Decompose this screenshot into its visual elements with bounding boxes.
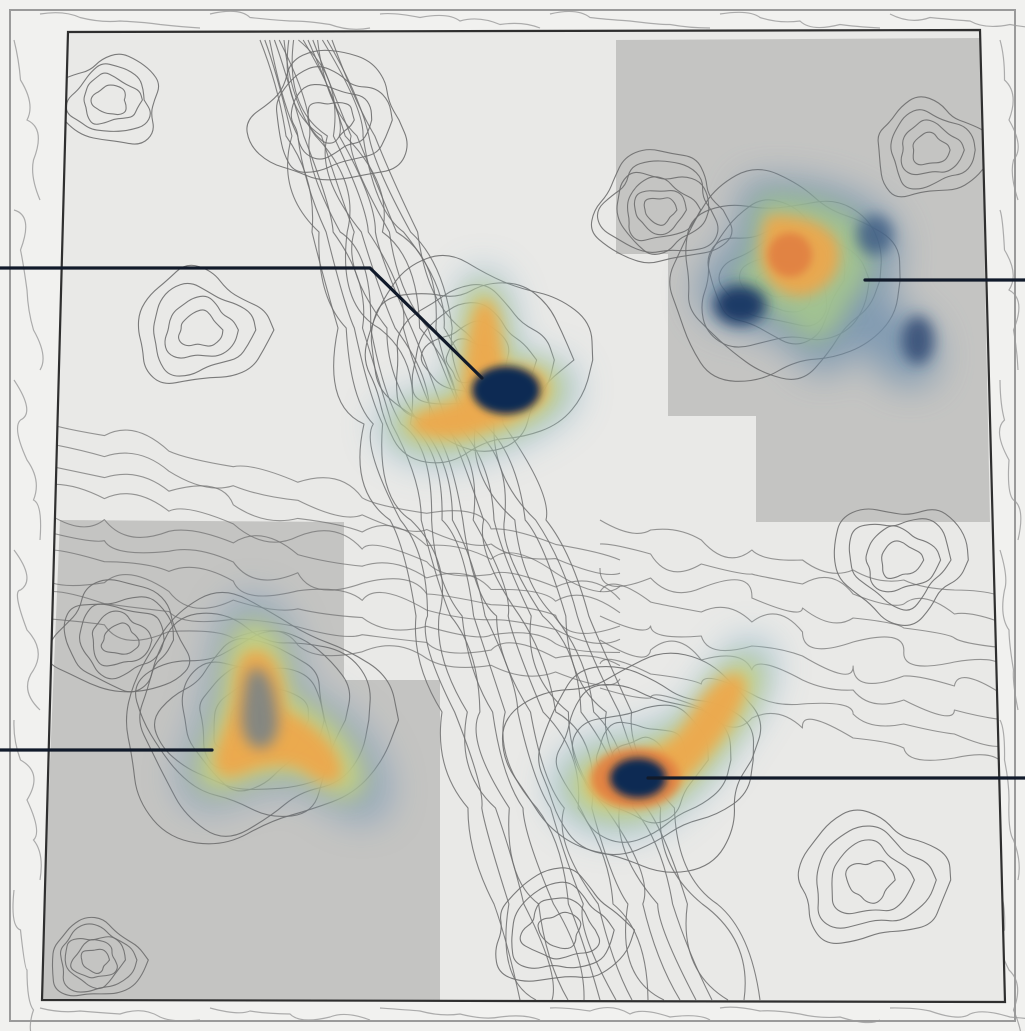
hotspot-top-right	[698, 180, 938, 387]
map-border	[40, 28, 1007, 1004]
paper-frame	[9, 9, 1016, 1022]
hotspot-bottom-right	[551, 638, 775, 836]
callout-line-center	[0, 266, 484, 380]
hotspot-bottom-left	[178, 595, 391, 822]
outer-contour-lines	[12, 10, 1025, 1031]
hotspot-center	[377, 270, 577, 464]
